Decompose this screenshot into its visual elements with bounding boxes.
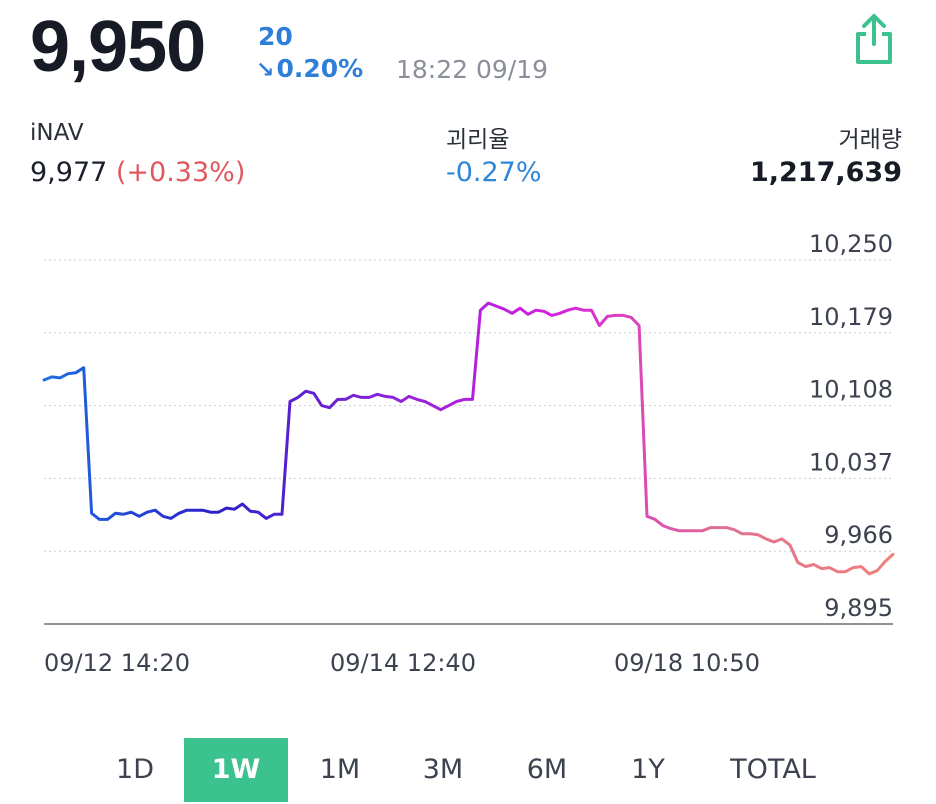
- x-tick-label: 09/18 10:50: [614, 649, 760, 677]
- period-tab-6m[interactable]: 6M: [526, 754, 568, 785]
- deviation-value: -0.27%: [446, 157, 542, 188]
- period-tab-1m[interactable]: 1M: [319, 754, 361, 785]
- deviation-label: 괴리율: [446, 127, 510, 153]
- y-tick-label: 10,108: [809, 376, 893, 404]
- share-icon[interactable]: [852, 12, 896, 66]
- x-tick-label: 09/12 14:20: [44, 649, 190, 677]
- x-tick-label: 09/14 12:40: [330, 649, 476, 677]
- price-change-percent: ↘0.20%: [256, 54, 363, 83]
- period-tab-1d[interactable]: 1D: [116, 754, 154, 785]
- period-tab-1w[interactable]: 1W: [184, 738, 288, 802]
- period-tab-total[interactable]: TOTAL: [730, 754, 816, 785]
- inav-label: iNAV: [30, 120, 84, 146]
- price-chart[interactable]: 10,250 10,179 10,108 10,037 9,966 9,895 09/12…: [0, 220, 936, 690]
- period-tab-3m[interactable]: 3M: [422, 754, 464, 785]
- period-tab-1y[interactable]: 1Y: [631, 754, 665, 785]
- arrow-down-right-icon: ↘: [256, 58, 275, 83]
- inav-price: 9,977: [30, 157, 108, 188]
- y-tick-label: 10,037: [809, 448, 893, 476]
- price-timestamp: 18:22 09/19: [396, 55, 549, 84]
- price-line: [42, 301, 895, 576]
- inav-value: 9,977 (+0.33%): [30, 157, 245, 188]
- current-price: 9,950: [30, 7, 206, 87]
- y-tick-label: 10,250: [809, 230, 893, 258]
- inav-change: (+0.33%): [115, 157, 246, 188]
- period-selector: 1D 1W 1M 3M 6M 1Y TOTAL: [0, 738, 936, 804]
- price-change-amount: 20: [258, 22, 293, 51]
- price-change-percent-value: 0.20%: [276, 54, 364, 83]
- y-tick-label: 10,179: [809, 303, 893, 331]
- volume-value: 1,217,639: [749, 157, 902, 188]
- y-tick-label: 9,966: [824, 521, 893, 549]
- volume-label: 거래량: [838, 127, 902, 153]
- y-tick-label: 9,895: [824, 594, 893, 622]
